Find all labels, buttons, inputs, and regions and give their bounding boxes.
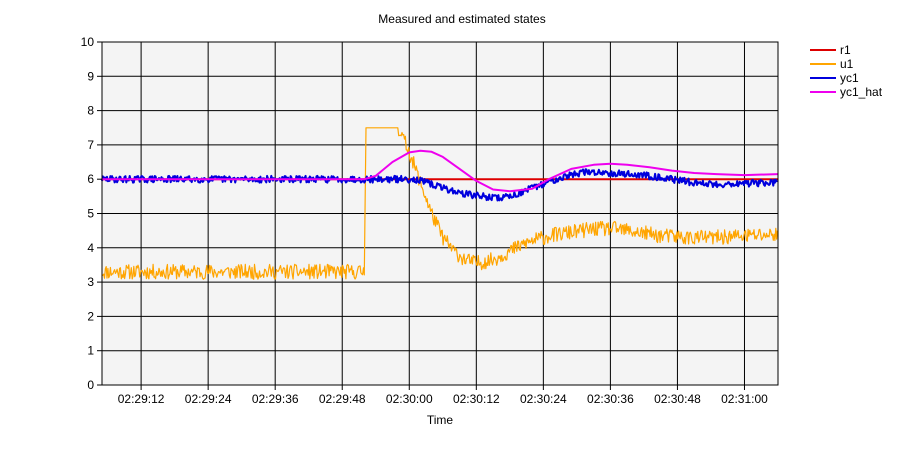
y-tick-label: 7 xyxy=(87,138,94,152)
x-tick-label: 02:30:00 xyxy=(386,392,433,406)
series-line-u1 xyxy=(101,127,778,280)
chart-title: Measured and estimated states xyxy=(378,12,545,26)
y-axis: 0 1 2 3 4 5 6 7 8 9 10 xyxy=(81,35,102,392)
x-tick-label: 02:29:12 xyxy=(118,392,165,406)
y-tick-label: 0 xyxy=(87,378,94,392)
x-tick-label: 02:29:36 xyxy=(252,392,299,406)
x-tick-label: 02:29:48 xyxy=(319,392,366,406)
legend-label-yc1: yc1 xyxy=(840,71,859,85)
series-layer xyxy=(101,127,779,280)
x-tick-label: 02:30:24 xyxy=(520,392,567,406)
series-line-yc1 xyxy=(101,168,778,202)
x-tick-label: 02:30:36 xyxy=(587,392,634,406)
legend-label-r1: r1 xyxy=(840,43,851,57)
legend-label-u1: u1 xyxy=(840,57,854,71)
x-axis: 02:29:12 02:29:24 02:29:36 02:29:48 02:30:00… xyxy=(118,385,768,406)
legend-label-yc1_hat: yc1_hat xyxy=(840,85,883,99)
x-tick-label: 02:31:00 xyxy=(721,392,768,406)
y-tick-label: 1 xyxy=(87,344,94,358)
y-tick-label: 4 xyxy=(87,241,94,255)
y-tick-label: 10 xyxy=(81,35,95,49)
x-tick-label: 02:29:24 xyxy=(185,392,232,406)
series-line-yc1_hat xyxy=(102,149,779,193)
y-tick-label: 2 xyxy=(87,309,94,323)
x-tick-label: 02:30:12 xyxy=(453,392,500,406)
x-tick-label: 02:30:48 xyxy=(654,392,701,406)
y-tick-label: 3 xyxy=(87,275,94,289)
y-tick-label: 5 xyxy=(87,207,94,221)
y-tick-label: 8 xyxy=(87,104,94,118)
y-tick-label: 9 xyxy=(87,69,94,83)
y-tick-label: 6 xyxy=(87,172,94,186)
x-axis-label: Time xyxy=(427,413,454,427)
